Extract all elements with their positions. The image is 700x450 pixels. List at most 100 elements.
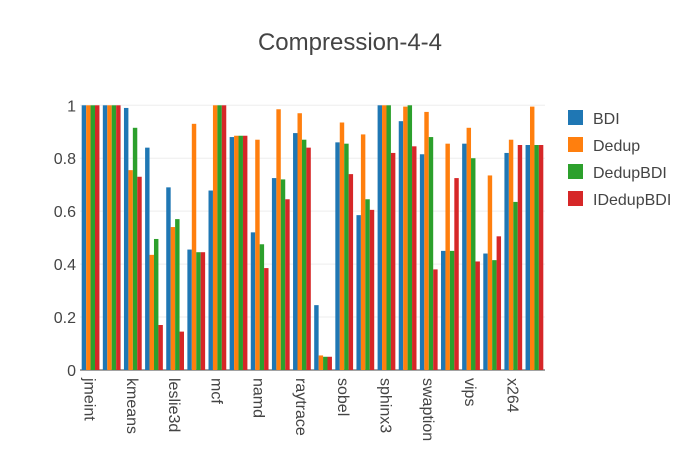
bar-dedupbdi-10[interactable] bbox=[301, 139, 307, 370]
bar-bdi-21[interactable] bbox=[525, 145, 530, 370]
bar-bdi-5[interactable] bbox=[187, 249, 192, 370]
bar-dedup-12[interactable] bbox=[339, 122, 345, 371]
bar-bdi-18[interactable] bbox=[462, 143, 467, 370]
y-tick-label: 0.2 bbox=[54, 310, 76, 327]
bar-bdi-2[interactable] bbox=[123, 107, 129, 371]
bar-dedupbdi-18[interactable] bbox=[471, 158, 476, 370]
bar-bdi-9[interactable] bbox=[271, 178, 277, 370]
bar-dedupbdi-1[interactable] bbox=[111, 105, 117, 370]
bar-dedup-11[interactable] bbox=[318, 355, 324, 370]
bar-bdi-14[interactable] bbox=[377, 105, 383, 370]
bar-dedup-1[interactable] bbox=[107, 105, 112, 370]
bar-idedupbdi-12[interactable] bbox=[348, 174, 354, 370]
bar-bdi-7[interactable] bbox=[229, 137, 235, 370]
bar-dedup-10[interactable] bbox=[297, 113, 302, 370]
bar-dedupbdi-5[interactable] bbox=[196, 252, 201, 370]
bar-bdi-11[interactable] bbox=[314, 305, 319, 370]
x-axis: jmeint kmeans leslie3d mcf namd raytrace sobel… bbox=[81, 377, 521, 441]
bar-dedup-18[interactable] bbox=[466, 127, 472, 370]
legend-item-dedup[interactable]: Dedup bbox=[568, 137, 640, 155]
bar-dedupbdi-14[interactable] bbox=[386, 105, 391, 370]
bar-dedup-7[interactable] bbox=[234, 135, 239, 370]
bar-dedupbdi-16[interactable] bbox=[428, 137, 434, 370]
bar-bdi-19[interactable] bbox=[483, 253, 488, 370]
bar-dedup-9[interactable] bbox=[276, 109, 281, 370]
x-tick-label: x264 bbox=[503, 378, 520, 413]
bar-bdi-17[interactable] bbox=[441, 250, 446, 370]
bar-dedup-2[interactable] bbox=[128, 170, 133, 370]
bar-dedup-20[interactable] bbox=[508, 139, 514, 370]
bar-bdi-0[interactable] bbox=[81, 105, 87, 370]
bar-bdi-20[interactable] bbox=[504, 152, 509, 370]
bar-idedupbdi-4[interactable] bbox=[179, 331, 184, 370]
legend[interactable]: BDI Dedup DedupBDI IDedupBDI bbox=[568, 110, 671, 209]
bar-dedup-4[interactable] bbox=[170, 227, 176, 370]
bar-dedup-3[interactable] bbox=[149, 254, 154, 370]
bar-dedup-8[interactable] bbox=[255, 139, 260, 370]
bar-idedupbdi-7[interactable] bbox=[242, 135, 248, 370]
bar-dedupbdi-0[interactable] bbox=[90, 105, 96, 370]
bar-dedupbdi-11[interactable] bbox=[323, 356, 328, 370]
bar-idedupbdi-10[interactable] bbox=[306, 147, 311, 370]
bar-idedupbdi-11[interactable] bbox=[327, 356, 332, 370]
bar-dedupbdi-12[interactable] bbox=[344, 143, 349, 370]
bar-idedupbdi-14[interactable] bbox=[390, 152, 396, 370]
bar-idedupbdi-0[interactable] bbox=[95, 105, 100, 370]
bar-dedupbdi-13[interactable] bbox=[365, 199, 370, 370]
legend-item-idedupbdi[interactable]: IDedupBDI bbox=[568, 191, 671, 209]
bar-dedupbdi-15[interactable] bbox=[407, 105, 413, 370]
bar-bdi-16[interactable] bbox=[419, 154, 425, 370]
bar-dedupbdi-7[interactable] bbox=[238, 135, 243, 370]
bar-idedupbdi-2[interactable] bbox=[137, 176, 142, 370]
bar-bdi-12[interactable] bbox=[335, 142, 340, 370]
bar-idedupbdi-19[interactable] bbox=[496, 236, 502, 370]
bar-dedup-0[interactable] bbox=[86, 105, 91, 370]
bar-bdi-15[interactable] bbox=[398, 121, 404, 370]
bar-dedup-16[interactable] bbox=[424, 111, 429, 370]
bar-idedupbdi-13[interactable] bbox=[369, 209, 375, 370]
bar-dedupbdi-8[interactable] bbox=[259, 244, 265, 370]
bar-bdi-8[interactable] bbox=[250, 232, 256, 370]
bar-idedupbdi-9[interactable] bbox=[285, 199, 290, 370]
bar-idedupbdi-8[interactable] bbox=[264, 268, 269, 370]
bar-bdi-6[interactable] bbox=[208, 190, 213, 370]
bar-idedupbdi-17[interactable] bbox=[454, 178, 459, 370]
bar-idedupbdi-18[interactable] bbox=[475, 261, 480, 370]
bar-bdi-3[interactable] bbox=[145, 147, 150, 370]
bar-idedupbdi-20[interactable] bbox=[517, 145, 523, 370]
x-tick-label: kmeans bbox=[123, 378, 140, 434]
legend-label: Dedup bbox=[593, 138, 640, 155]
bar-dedup-19[interactable] bbox=[487, 175, 493, 370]
bar-bdi-1[interactable] bbox=[102, 105, 108, 370]
bar-dedupbdi-21[interactable] bbox=[534, 145, 539, 370]
bar-bdi-10[interactable] bbox=[293, 133, 298, 370]
legend-swatch bbox=[568, 110, 583, 125]
bar-dedup-13[interactable] bbox=[360, 134, 366, 370]
bar-dedupbdi-9[interactable] bbox=[280, 179, 286, 370]
bar-bdi-4[interactable] bbox=[166, 187, 171, 370]
bar-dedup-17[interactable] bbox=[445, 143, 450, 370]
bar-dedup-21[interactable] bbox=[529, 106, 535, 370]
bar-idedupbdi-16[interactable] bbox=[433, 269, 438, 370]
bar-dedup-5[interactable] bbox=[191, 123, 197, 370]
bar-dedupbdi-19[interactable] bbox=[492, 260, 497, 370]
bar-idedupbdi-6[interactable] bbox=[221, 105, 227, 370]
bar-idedupbdi-15[interactable] bbox=[412, 146, 417, 370]
bar-idedupbdi-3[interactable] bbox=[158, 325, 163, 370]
bar-dedupbdi-4[interactable] bbox=[175, 219, 180, 370]
legend-item-bdi[interactable]: BDI bbox=[568, 110, 620, 128]
bar-dedupbdi-17[interactable] bbox=[449, 250, 455, 370]
legend-item-dedupbdi[interactable]: DedupBDI bbox=[568, 164, 667, 182]
bar-dedupbdi-3[interactable] bbox=[153, 238, 159, 370]
bar-idedupbdi-1[interactable] bbox=[116, 105, 121, 370]
bar-bdi-13[interactable] bbox=[356, 215, 361, 370]
bar-idedupbdi-5[interactable] bbox=[200, 252, 206, 370]
bar-dedupbdi-6[interactable] bbox=[217, 105, 222, 370]
bar-dedupbdi-20[interactable] bbox=[513, 201, 518, 370]
bar-dedup-15[interactable] bbox=[403, 106, 408, 370]
bar-dedup-6[interactable] bbox=[212, 105, 218, 370]
legend-label: DedupBDI bbox=[593, 165, 667, 182]
bar-idedupbdi-21[interactable] bbox=[538, 145, 544, 370]
bar-dedup-14[interactable] bbox=[382, 105, 387, 370]
bar-dedupbdi-2[interactable] bbox=[132, 127, 138, 370]
